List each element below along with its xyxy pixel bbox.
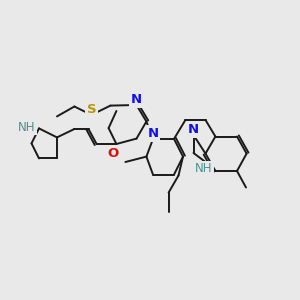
Text: NH: NH (18, 121, 35, 134)
Text: NH: NH (195, 162, 213, 175)
Text: S: S (87, 103, 96, 116)
Text: N: N (147, 127, 159, 140)
Text: N: N (131, 93, 142, 106)
Text: N: N (188, 123, 199, 136)
Text: O: O (107, 147, 118, 160)
